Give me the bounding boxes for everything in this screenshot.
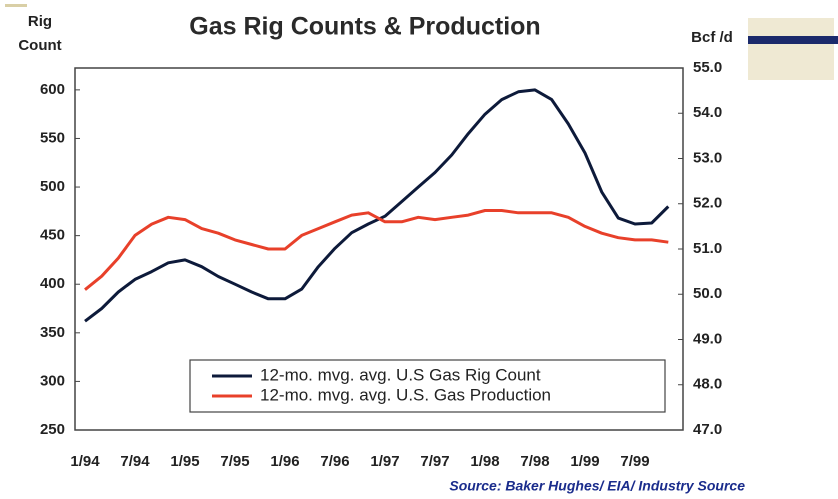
y-tick-label: 300 (40, 372, 65, 389)
y-tick-label: 550 (40, 129, 65, 146)
decor-box (748, 18, 834, 80)
y-tick-label: 500 (40, 178, 65, 195)
x-tick-label: 1/97 (370, 453, 399, 470)
series-line (84, 209, 669, 291)
x-tick-label: 7/95 (220, 453, 249, 470)
y2-axis-label: Bcf /d (691, 29, 733, 46)
y-tick-label: 250 (40, 421, 65, 438)
y2-tick-label: 55.0 (693, 59, 722, 76)
y-tick-label: 350 (40, 324, 65, 341)
series-line (84, 88, 670, 323)
y2-tick-label: 47.0 (693, 421, 722, 438)
x-tick-label: 1/96 (270, 453, 299, 470)
source: Source: Baker Hughes/ EIA/ Industry Sour… (449, 478, 745, 494)
y2-tick-label: 51.0 (693, 240, 722, 257)
y2-tick-label: 50.0 (693, 285, 722, 302)
chart-title: Gas Rig Counts & Production (189, 13, 540, 41)
x-tick-label: 7/94 (120, 453, 150, 470)
x-tick-label: 1/95 (170, 453, 199, 470)
y-tick-label: 450 (40, 227, 65, 244)
y2-tick-label: 52.0 (693, 195, 722, 212)
x-tick-label: 7/96 (320, 453, 349, 470)
y-tick-label: 400 (40, 275, 65, 292)
decor-bar (748, 36, 838, 44)
x-tick-label: 1/94 (70, 453, 100, 470)
y-axis-label: Count (18, 37, 61, 54)
y2-tick-label: 54.0 (693, 104, 722, 121)
legend-label: 12-mo. mvg. avg. U.S. Gas Production (260, 385, 551, 404)
x-tick-label: 1/98 (470, 453, 499, 470)
legend-label: 12-mo. mvg. avg. U.S Gas Rig Count (260, 365, 541, 384)
legend-box (189, 359, 666, 413)
x-tick-label: 1/99 (570, 453, 599, 470)
x-tick-label: 7/98 (520, 453, 549, 470)
y2-tick-label: 53.0 (693, 149, 722, 166)
y-tick-label: 600 (40, 81, 65, 98)
decor-corner (5, 4, 27, 7)
y-axis-label: Rig (28, 13, 52, 30)
y2-tick-label: 49.0 (693, 330, 722, 347)
x-tick-label: 7/99 (620, 453, 649, 470)
y2-tick-label: 48.0 (693, 376, 722, 393)
x-tick-label: 7/97 (420, 453, 449, 470)
